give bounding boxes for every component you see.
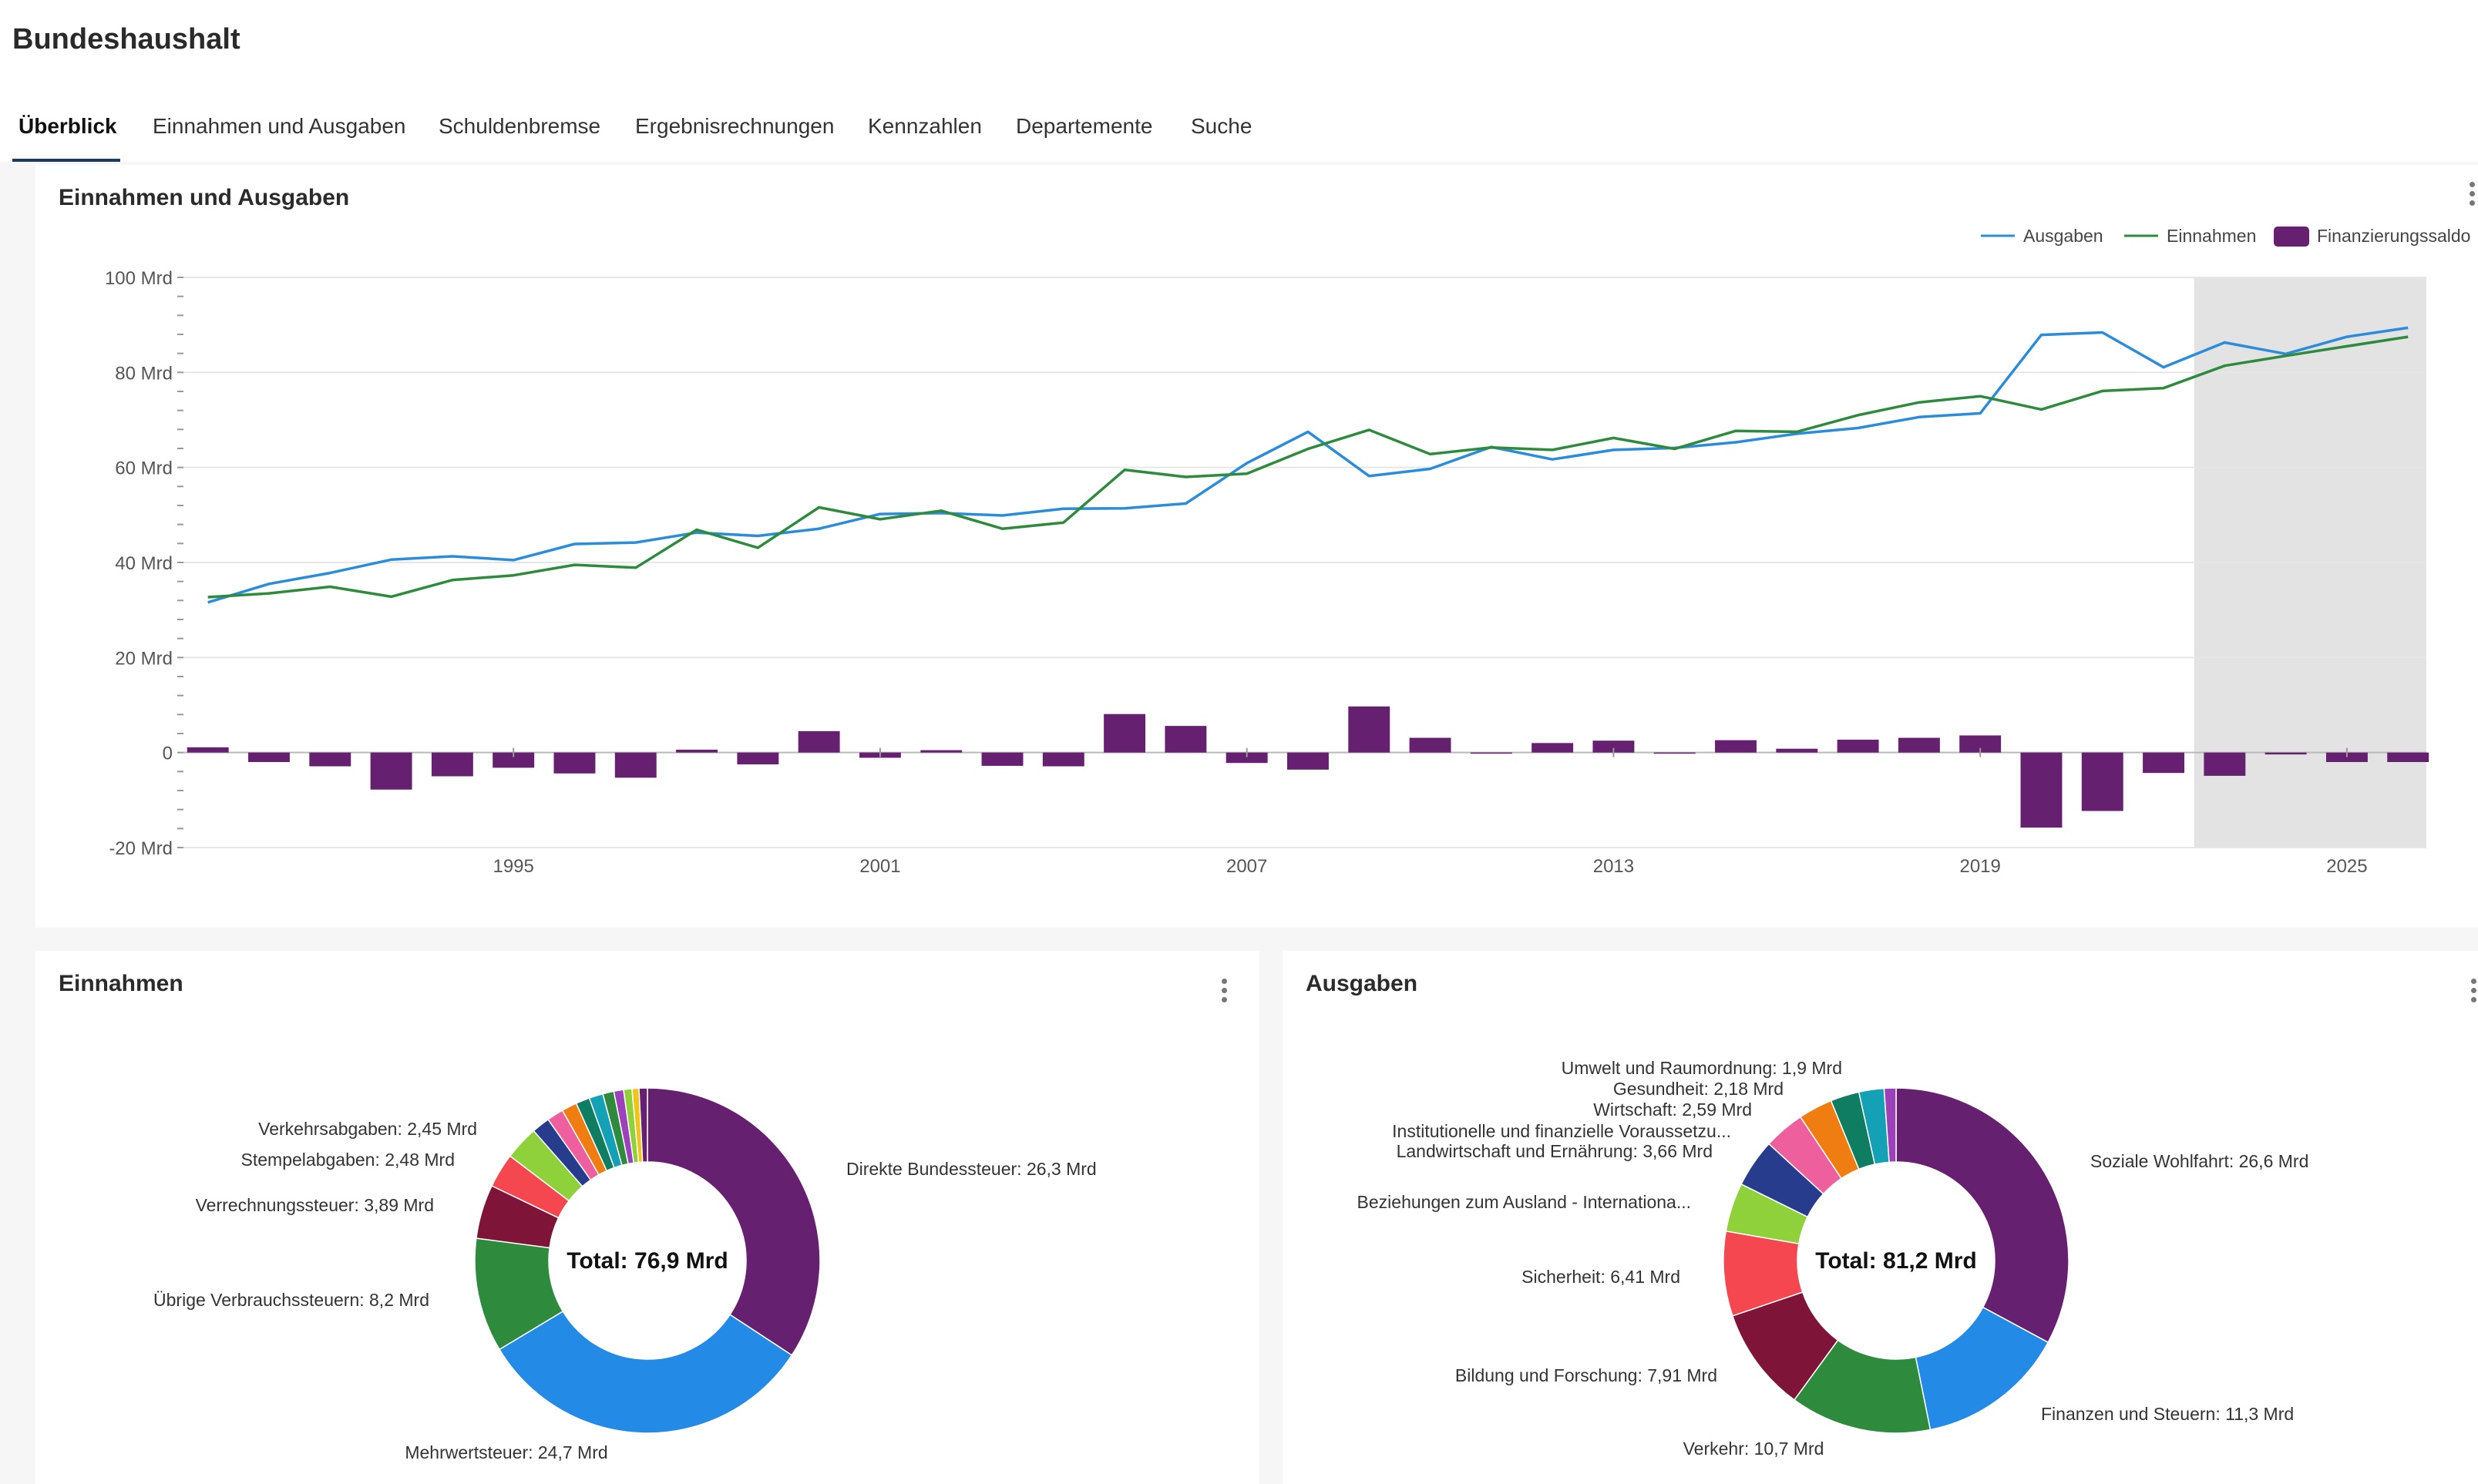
saldo-bar[interactable] [1226,752,1268,764]
saldo-bar[interactable] [2204,752,2246,776]
tab-bar: Überblick Einnahmen und Ausgaben Schulde… [0,91,2478,162]
saldo-bar[interactable] [737,752,779,765]
tab-suche[interactable]: Suche [1191,114,1252,138]
saldo-bar[interactable] [1532,743,1574,753]
einnahmen-line[interactable] [207,335,2409,599]
saldo-bar[interactable] [1348,706,1390,753]
saldo-bar[interactable] [798,730,840,753]
einnahmen-card: Einnahmen [35,951,1259,1484]
saldo-bar[interactable] [1959,735,2002,753]
tab-kennzahlen[interactable]: Kennzahlen [868,114,982,138]
y-tick-label: 40 Mrd [115,553,173,574]
saldo-bar[interactable] [920,750,963,753]
saldo-bar[interactable] [248,752,290,762]
more-options-icon[interactable] [1219,977,1229,1005]
x-tick-label: 2007 [1226,856,1267,877]
saldo-bar[interactable] [1104,713,1146,753]
einnahmen-ausgaben-chart: Ausgaben Einnahmen Finanzierungssaldo 10… [105,226,2471,877]
x-tick-label: 1995 [493,856,533,877]
y-tick-label: 80 Mrd [115,363,173,384]
einnahmen-ausgaben-card: Einnahmen und Ausgaben [35,165,2478,928]
saldo-bar[interactable] [1287,752,1329,770]
ausgaben-line[interactable] [207,326,2409,604]
saldo-bar[interactable] [187,747,229,753]
tab-einnahmen-und-ausgaben[interactable]: Einnahmen und Ausgaben [153,114,406,138]
x-tick-label: 2019 [1959,856,2000,877]
ausgaben-card: Ausgaben [1283,951,2478,1484]
saldo-bar[interactable] [1898,737,1940,753]
app-title: Bundeshaushalt [12,23,240,55]
saldo-bar[interactable] [2264,752,2307,755]
tab-ueberblick[interactable]: Überblick [18,114,117,138]
saldo-bar[interactable] [1592,740,1635,753]
tab-departemente[interactable]: Departemente [1016,114,1153,138]
saldo-bar[interactable] [553,752,596,774]
saldo-bar[interactable] [676,749,718,753]
saldo-bar[interactable] [1409,737,1451,753]
saldo-bar[interactable] [1470,752,1512,754]
tab-ergebnisrechnungen[interactable]: Ergebnisrechnungen [635,114,835,138]
x-tick-label: 2025 [2326,856,2367,877]
saldo-bar[interactable] [370,752,412,790]
more-options-icon[interactable] [2469,977,2478,1005]
y-tick-label: 60 Mrd [115,458,173,479]
saldo-bar[interactable] [981,752,1024,766]
card-title: Ausgaben [1306,971,1418,996]
active-tab-indicator [12,159,120,162]
saldo-bar[interactable] [1837,740,1879,753]
saldo-bar[interactable] [2020,752,2063,828]
saldo-bar[interactable] [431,752,473,777]
saldo-bar[interactable] [1653,752,1696,754]
legend-saldo-swatch [2274,227,2309,247]
chart-legend: Ausgaben Einnahmen Finanzierungssaldo [1981,226,2470,247]
card-title: Einnahmen und Ausgaben [59,185,350,210]
saldo-bar[interactable] [2143,752,2185,774]
saldo-bar[interactable] [493,752,535,768]
saldo-bar[interactable] [1776,748,1818,753]
tab-schuldenbremse[interactable]: Schuldenbremse [439,114,601,138]
y-tick-label: 0 [163,744,173,764]
legend-finanzierungssaldo[interactable]: Finanzierungssaldo [2317,226,2470,246]
more-options-icon[interactable] [2467,180,2476,208]
x-tick-label: 2013 [1593,856,1634,877]
y-tick-label: 20 Mrd [115,648,173,669]
x-tick-label: 2001 [859,856,900,877]
legend-einnahmen[interactable]: Einnahmen [2167,226,2256,246]
saldo-bar[interactable] [614,752,657,778]
saldo-bar[interactable] [2387,752,2429,762]
saldo-bar[interactable] [1165,726,1207,753]
y-tick-label: -20 Mrd [109,838,173,859]
saldo-bar[interactable] [2325,752,2368,762]
card-title: Einnahmen [59,971,183,996]
saldo-bar[interactable] [1715,740,1757,753]
saldo-bar[interactable] [309,752,351,767]
saldo-bar[interactable] [2081,752,2123,811]
y-tick-label: 100 Mrd [105,268,173,289]
saldo-bar[interactable] [1042,752,1084,767]
legend-ausgaben[interactable]: Ausgaben [2023,226,2103,246]
